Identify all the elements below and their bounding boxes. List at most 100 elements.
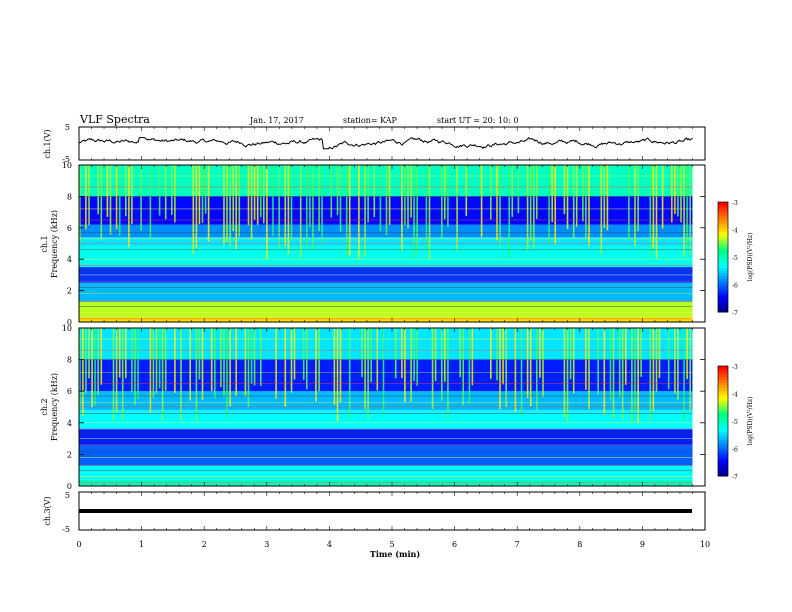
spectrogram-streak bbox=[287, 165, 290, 255]
frequency-tick-label: 0 bbox=[67, 318, 72, 327]
spectrogram-streak bbox=[155, 328, 158, 394]
spectrogram-streak bbox=[198, 328, 201, 380]
spectrogram-streak bbox=[97, 165, 99, 215]
colorbar-segment bbox=[718, 213, 728, 217]
colorbar-segment bbox=[718, 473, 728, 477]
spectrogram-streak bbox=[174, 165, 176, 223]
spectrogram-streak bbox=[195, 165, 198, 249]
spectrogram-streak bbox=[416, 328, 418, 386]
spectrogram-streak bbox=[649, 328, 652, 420]
colorbar-segment bbox=[718, 301, 728, 305]
spectrogram-band bbox=[79, 410, 693, 430]
spectrogram-streak bbox=[447, 165, 449, 228]
spectrogram-streak bbox=[112, 328, 115, 421]
spectrogram-streak bbox=[128, 165, 130, 248]
spectrogram-streak bbox=[376, 328, 379, 391]
ch1-spectrogram-ylabel-frequency: Frequency (kHz) bbox=[50, 210, 59, 278]
spectrogram-streak bbox=[585, 165, 587, 240]
spectrogram-streak bbox=[640, 328, 642, 377]
colorbar-segment bbox=[718, 388, 728, 392]
spectrogram-streak bbox=[689, 165, 691, 256]
spectrogram-streak bbox=[563, 165, 566, 215]
colorbar-segment bbox=[718, 426, 728, 430]
colorbar-segment bbox=[718, 273, 728, 277]
colorbar-segment bbox=[718, 218, 728, 222]
spectrogram-band bbox=[79, 282, 693, 302]
spectrogram-streak bbox=[652, 328, 655, 411]
spectrogram-band bbox=[79, 328, 693, 360]
colorbar-tick-label: -4 bbox=[732, 392, 738, 399]
spectrogram-streak bbox=[121, 328, 124, 420]
colorbar-tick-label: -3 bbox=[732, 364, 738, 371]
spectrogram-streak bbox=[201, 165, 204, 223]
spectrogram-band bbox=[79, 465, 693, 480]
spectrogram-streak bbox=[266, 165, 268, 259]
colorbar-segment bbox=[718, 306, 728, 310]
spectrogram-streak bbox=[235, 328, 237, 396]
ch2-spectrogram-ylabel-channel: ch.2 bbox=[40, 398, 49, 415]
colorbar-segment bbox=[718, 393, 728, 397]
frequency-tick-label: 0 bbox=[67, 482, 72, 491]
spectrogram-band bbox=[79, 429, 693, 445]
time-tick-label: 6 bbox=[452, 540, 457, 549]
spectrogram-streak bbox=[336, 165, 339, 216]
colorbar-segment bbox=[718, 429, 728, 433]
colorbar-segment bbox=[718, 371, 728, 375]
spectrogram-streak bbox=[652, 165, 655, 249]
spectrogram-streak bbox=[272, 165, 274, 237]
spectrogram-streak bbox=[82, 328, 84, 416]
time-tick-label: 7 bbox=[515, 540, 520, 549]
colorbar-segment bbox=[718, 404, 728, 408]
frequency-tick-label: 2 bbox=[67, 287, 72, 296]
spectrogram-streak bbox=[195, 328, 198, 423]
spectrogram-streak bbox=[621, 328, 624, 420]
spectrogram-band bbox=[79, 301, 693, 318]
spectrogram-streak bbox=[471, 328, 474, 386]
spectrogram-streak bbox=[441, 328, 443, 401]
spectrogram-streak bbox=[539, 328, 541, 378]
spectrogram-streak bbox=[582, 165, 584, 222]
spectrogram-streak bbox=[260, 328, 262, 387]
colorbar-segment bbox=[718, 287, 728, 291]
spectrogram-streak bbox=[462, 328, 464, 406]
colorbar-segment bbox=[718, 366, 728, 370]
spectrogram-streak bbox=[508, 165, 510, 258]
spectrogram-streak bbox=[315, 328, 317, 402]
colorbar-segment bbox=[718, 459, 728, 463]
spectrogram-streak bbox=[79, 165, 81, 243]
ch1-waveform-panel: 5 -5 ch.1(V) bbox=[43, 123, 706, 164]
spectrogram-streak bbox=[686, 165, 688, 247]
spectrogram-streak bbox=[88, 165, 90, 226]
spectrogram-streak bbox=[229, 165, 231, 247]
colorbar-segment bbox=[718, 451, 728, 455]
spectrogram-streak bbox=[612, 328, 615, 418]
spectrogram-streak bbox=[100, 328, 103, 385]
spectrogram-streak bbox=[161, 328, 164, 420]
spectrogram-streak bbox=[226, 328, 228, 420]
ch2-spectrogram-panel: 0 2 4 6 8 10 ch.2 Frequency (kHz) -3 -4 -5 -6 -7 l… bbox=[40, 324, 754, 491]
colorbar-segment bbox=[718, 215, 728, 219]
ch3-ylabel: ch.3(V) bbox=[43, 496, 52, 525]
spectrogram-streak bbox=[671, 165, 673, 223]
colorbar-segment bbox=[718, 432, 728, 436]
spectrogram-streak bbox=[514, 328, 517, 412]
colorbar-segment bbox=[718, 437, 728, 441]
colorbar-segment bbox=[718, 462, 728, 466]
spectrogram-streak bbox=[290, 328, 293, 393]
spectrogram-streak bbox=[247, 165, 250, 226]
spectrogram-streak bbox=[232, 165, 234, 232]
colorbar-segment bbox=[718, 295, 728, 299]
spectrogram-streak bbox=[533, 165, 535, 251]
colorbar-segment bbox=[718, 368, 728, 372]
time-tick-label: 0 bbox=[76, 540, 81, 549]
ch1-ytick-top: 5 bbox=[65, 123, 70, 132]
spectrogram-streak bbox=[284, 165, 287, 247]
colorbar-segment bbox=[718, 377, 728, 381]
spectrogram-streak bbox=[256, 165, 259, 225]
frequency-tick-label: 10 bbox=[62, 161, 72, 170]
colorbar-segment bbox=[718, 303, 728, 307]
spectrogram-streak bbox=[348, 328, 351, 419]
spectrogram-streak bbox=[115, 165, 118, 230]
colorbar-tick-label: -4 bbox=[732, 228, 738, 235]
colorbar-segment bbox=[718, 423, 728, 427]
